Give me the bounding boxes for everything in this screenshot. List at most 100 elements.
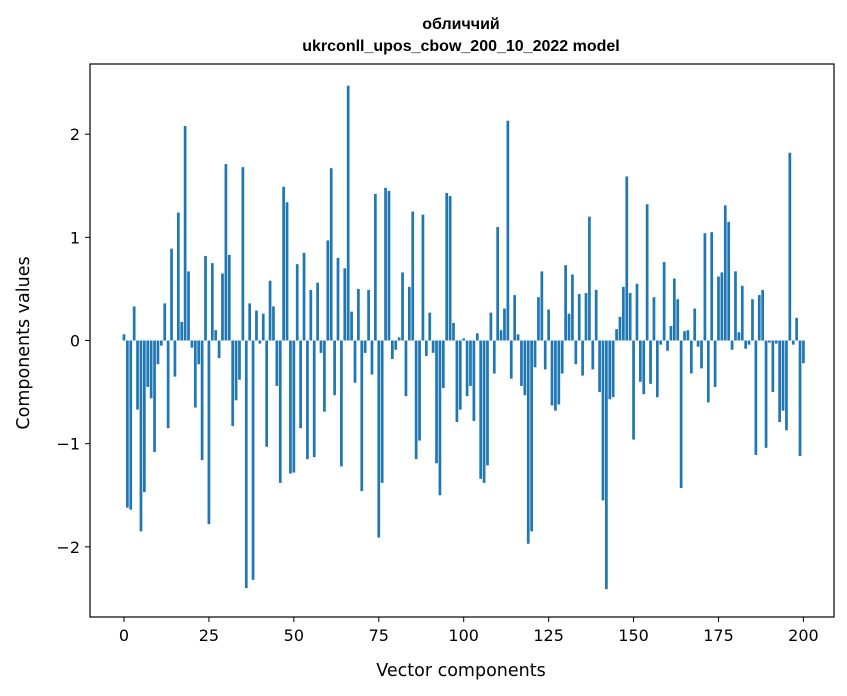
bar (231, 340, 235, 427)
bar (149, 340, 153, 399)
bar (560, 340, 564, 374)
bar (238, 340, 241, 380)
bar (577, 294, 581, 341)
bar (251, 340, 255, 580)
bar (788, 152, 792, 341)
bar (530, 340, 533, 532)
x-tick-label: 100 (448, 626, 479, 645)
bar (424, 340, 428, 356)
bar (588, 216, 591, 341)
bar (591, 340, 595, 370)
bar (550, 340, 554, 406)
bar (258, 340, 262, 344)
bar (703, 233, 707, 341)
bar (173, 340, 177, 377)
bar (204, 255, 207, 341)
bar (482, 340, 486, 483)
bar (397, 337, 401, 341)
bar (567, 313, 571, 341)
bar (299, 340, 302, 429)
bar (499, 330, 503, 341)
bar (700, 340, 703, 369)
bar (533, 340, 537, 368)
bar (272, 306, 275, 341)
bar (594, 289, 598, 341)
bar (564, 265, 567, 341)
bar (706, 340, 710, 403)
bar (642, 340, 646, 395)
bar (360, 340, 364, 492)
bar (414, 340, 418, 460)
bar (469, 340, 472, 386)
bar (645, 204, 649, 341)
bar (679, 340, 683, 489)
bar (180, 321, 184, 341)
bar (605, 340, 608, 590)
bar (465, 340, 469, 397)
bar (462, 338, 466, 341)
bar (662, 262, 666, 341)
bar (363, 340, 367, 353)
y-tick-label: 1 (70, 228, 80, 247)
bar (475, 333, 479, 341)
bar (696, 340, 700, 347)
bar (740, 285, 744, 341)
bar (445, 192, 449, 341)
bar (336, 257, 340, 341)
bar (143, 340, 146, 493)
bar (132, 306, 136, 341)
bar (367, 289, 370, 341)
bar (438, 340, 442, 496)
bar (353, 340, 357, 383)
bar (312, 340, 316, 458)
bar (227, 254, 231, 341)
bar (170, 248, 173, 341)
bar (418, 340, 421, 441)
bar (754, 340, 758, 456)
bar (333, 340, 336, 396)
bar (455, 340, 459, 423)
bar (309, 289, 313, 341)
bar (289, 340, 292, 474)
bar (751, 299, 754, 341)
bar (554, 340, 557, 411)
bar (139, 340, 143, 532)
bar (652, 297, 656, 341)
bar (295, 264, 299, 341)
bar (669, 326, 673, 341)
bar (727, 221, 731, 341)
bar (377, 340, 381, 538)
x-tick-label: 150 (618, 626, 649, 645)
bar (557, 340, 561, 405)
bar (285, 202, 289, 341)
y-axis-label: Components values (14, 256, 34, 429)
bar (244, 340, 248, 589)
chart-subtitle: ukrconll_upos_cbow_200_10_2022 model (302, 38, 619, 55)
bar (421, 214, 425, 341)
bar (146, 340, 150, 387)
bar (537, 297, 540, 341)
bar (261, 313, 265, 341)
bar (207, 340, 211, 525)
bar (574, 340, 578, 365)
bar (163, 303, 167, 341)
bar (628, 293, 632, 341)
bar (774, 340, 778, 344)
bar (543, 340, 547, 370)
bar (126, 340, 129, 508)
bar (153, 340, 156, 452)
bar (472, 340, 476, 421)
bar (428, 312, 432, 341)
y-tick-label: −1 (56, 435, 80, 454)
bar (404, 340, 408, 397)
bar (159, 340, 163, 346)
bar (516, 334, 520, 341)
bar (520, 340, 523, 386)
bar (265, 340, 269, 447)
bar (197, 340, 201, 365)
x-tick-label: 75 (369, 626, 389, 645)
bar (791, 340, 795, 345)
bar (601, 340, 605, 501)
bar (183, 125, 187, 341)
bar (764, 340, 768, 448)
